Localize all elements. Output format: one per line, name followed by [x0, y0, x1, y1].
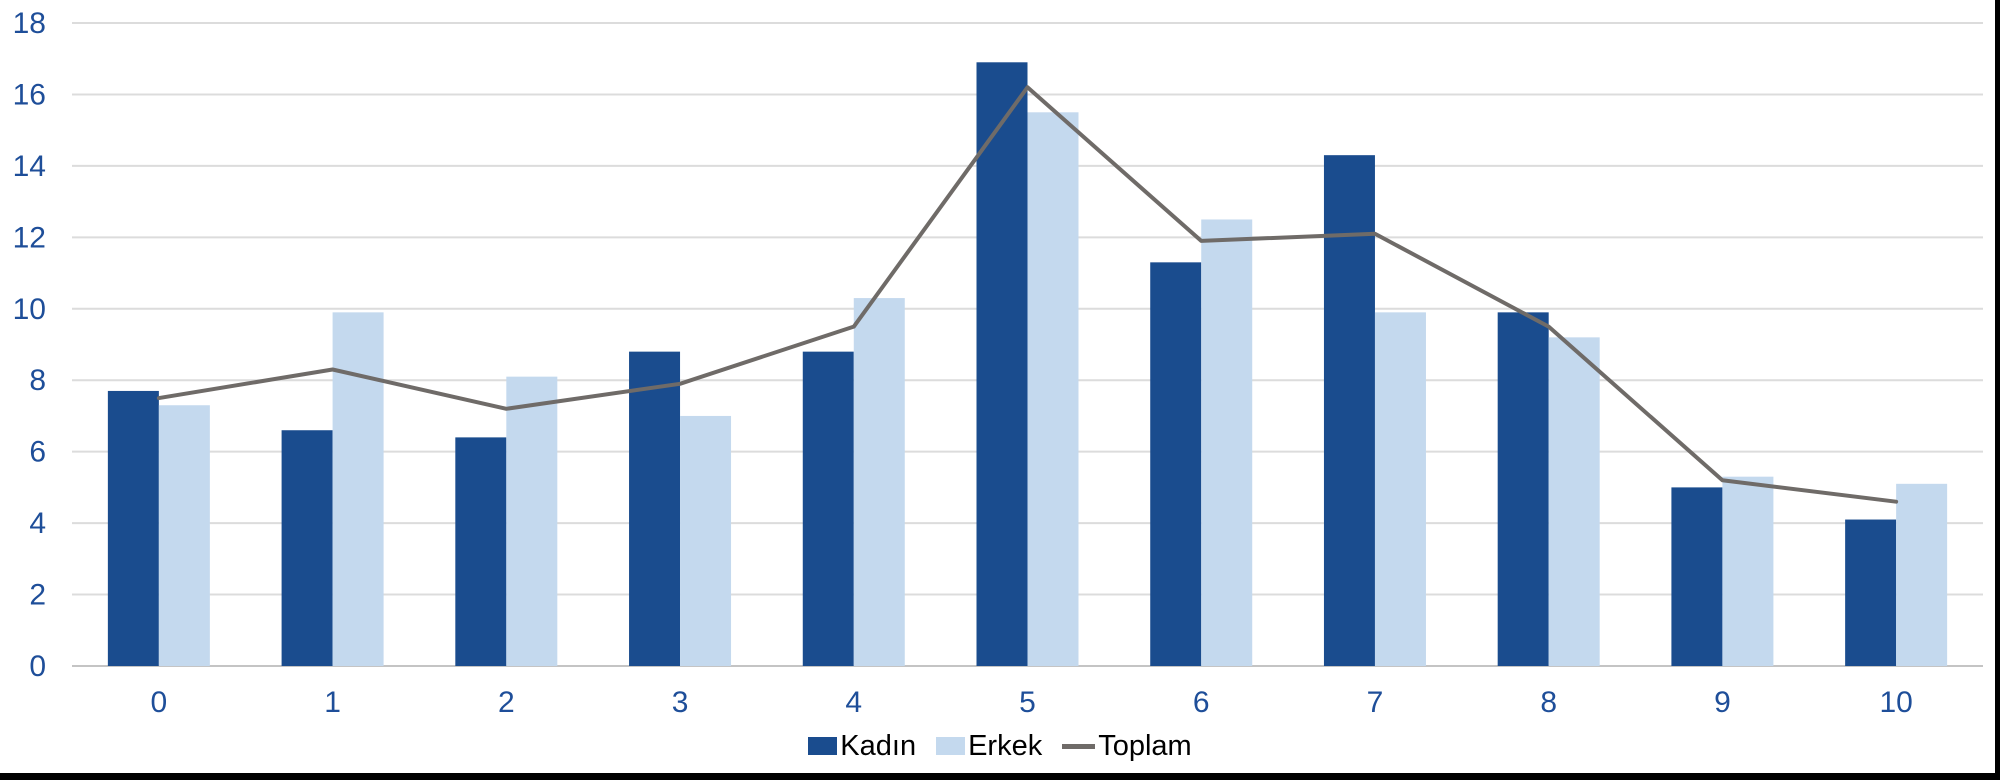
bar-erkek-6[interactable]: [1201, 219, 1253, 666]
bar-erkek-1[interactable]: [332, 312, 384, 666]
x-axis-tick-label-1: 1: [324, 686, 341, 719]
legend: Kadın Erkek Toplam: [0, 727, 2000, 765]
y-axis-tick-label: 14: [13, 150, 46, 183]
window-border-bottom: [0, 773, 2000, 780]
toplam-line[interactable]: [156, 85, 1899, 504]
y-axis-tick-label: 2: [29, 579, 46, 612]
bar-kadin-4[interactable]: [802, 351, 854, 666]
legend-swatch-toplam: [1062, 743, 1096, 749]
y-axis-tick-label: 12: [13, 221, 46, 254]
bar-kadin-9[interactable]: [1671, 487, 1723, 666]
bar-kadin-6[interactable]: [1150, 262, 1202, 666]
x-axis-tick-label-5: 5: [1019, 686, 1036, 719]
legend-swatch-kadin: [808, 737, 838, 755]
window-border-right: [1995, 0, 2000, 780]
bar-erkek-3[interactable]: [680, 415, 732, 666]
x-axis-tick-label-0: 0: [151, 686, 168, 719]
bar-erkek-10[interactable]: [1896, 483, 1948, 666]
x-axis-tick-label-10: 10: [1879, 686, 1912, 719]
bar-kadin-8[interactable]: [1497, 312, 1549, 666]
y-axis-tick-label: 4: [29, 507, 46, 540]
legend-item-label: Erkek: [968, 729, 1043, 762]
y-axis-tick-label: 18: [13, 7, 46, 40]
x-axis-tick-label-3: 3: [672, 686, 689, 719]
bar-kadin-7[interactable]: [1323, 155, 1375, 666]
bar-erkek-0[interactable]: [158, 405, 210, 666]
x-axis-tick-label-4: 4: [845, 686, 862, 719]
x-axis-tick-label-7: 7: [1367, 686, 1384, 719]
bar-kadin-1[interactable]: [281, 430, 333, 666]
legend-item-toplam[interactable]: Toplam: [1062, 729, 1192, 762]
bar-erkek-7[interactable]: [1374, 312, 1426, 666]
bar-erkek-4[interactable]: [853, 298, 905, 666]
bar-kadin-10[interactable]: [1845, 519, 1897, 666]
legend-item-label: Kadın: [840, 729, 917, 762]
bar-kadin-5[interactable]: [976, 62, 1028, 667]
bar-kadin-0[interactable]: [107, 390, 159, 666]
y-axis-tick-label: 6: [29, 436, 46, 469]
bar-erkek-5[interactable]: [1027, 112, 1079, 667]
y-axis-tick-label: 8: [29, 364, 46, 397]
legend-item-erkek[interactable]: Erkek: [936, 729, 1043, 762]
bar-erkek-2[interactable]: [506, 376, 558, 666]
legend-item-label: Toplam: [1098, 729, 1192, 762]
y-axis-tick-label: 16: [13, 78, 46, 111]
bar-erkek-8[interactable]: [1548, 337, 1600, 666]
x-axis-tick-label-8: 8: [1540, 686, 1557, 719]
y-axis-tick-label: 10: [13, 293, 46, 326]
x-axis-tick-label-6: 6: [1193, 686, 1210, 719]
y-axis-tick-label: 0: [29, 650, 46, 683]
bar-erkek-9[interactable]: [1722, 476, 1774, 666]
bar-kadin-2[interactable]: [455, 437, 507, 666]
x-axis-tick-label-9: 9: [1714, 686, 1731, 719]
legend-swatch-erkek: [936, 737, 966, 755]
legend-item-kadin[interactable]: Kadın: [808, 729, 917, 762]
bar-kadin-3[interactable]: [629, 351, 681, 666]
x-axis-tick-label-2: 2: [498, 686, 515, 719]
